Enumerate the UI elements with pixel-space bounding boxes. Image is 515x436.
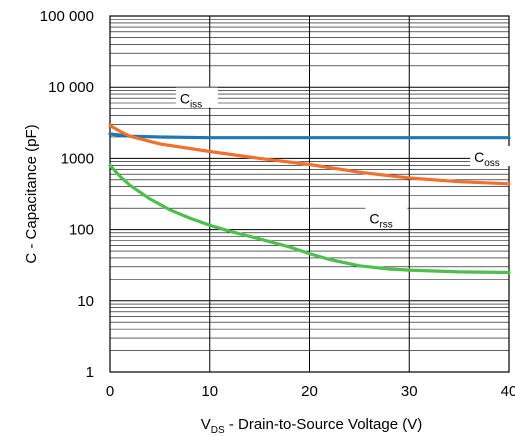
- series-label-bg-iss: [175, 87, 218, 108]
- x-axis-title: VDS - Drain-to-Source Voltage (V): [201, 416, 423, 436]
- x-tick-label: 20: [301, 383, 318, 400]
- y-tick-label: 10: [77, 293, 94, 310]
- y-tick-label: 1000: [61, 150, 94, 167]
- x-tick-label: 10: [201, 383, 218, 400]
- series-label-bg-rss: [365, 207, 408, 228]
- grid-group: [109, 16, 510, 373]
- x-tick-label: 0: [106, 383, 114, 400]
- series-label-iss: Ciss: [180, 91, 202, 111]
- y-tick-label: 100: [69, 222, 94, 239]
- x-tick-label: 40: [501, 383, 515, 400]
- series-line-oss: [108, 123, 511, 186]
- series-line-rss: [108, 163, 511, 275]
- y-tick-label: 100 000: [40, 8, 94, 25]
- y-tick-label: 1: [86, 364, 94, 381]
- series-label-bg-oss: [470, 146, 513, 167]
- series-label-oss: Coss: [474, 149, 500, 169]
- y-axis-title: C - Capacitance (pF): [23, 124, 40, 263]
- y-tick-label: 10 000: [48, 79, 94, 96]
- x-tick-label: 30: [401, 383, 418, 400]
- series-label-rss: Crss: [369, 210, 392, 230]
- plot-frame: [109, 15, 510, 373]
